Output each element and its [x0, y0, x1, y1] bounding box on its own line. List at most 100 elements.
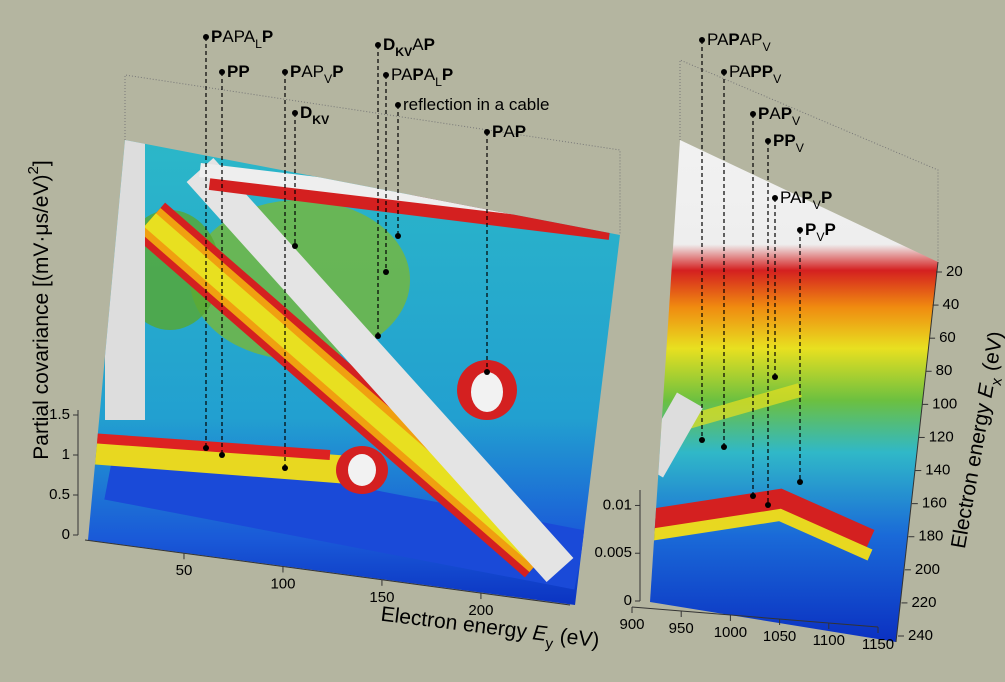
- label-part: A: [424, 65, 436, 84]
- label-part: P: [781, 104, 792, 123]
- leader-dot: [772, 374, 778, 380]
- annotation: PAP: [492, 122, 526, 141]
- leader-dot: [383, 269, 389, 275]
- label-part: Electron energy: [380, 602, 535, 643]
- tick-label: 200: [468, 602, 493, 619]
- label-part: P: [332, 62, 343, 81]
- label-part: PA: [729, 62, 751, 81]
- label-part: A: [412, 35, 424, 54]
- leader-dot: [282, 465, 288, 471]
- label-part: y: [544, 634, 554, 652]
- tick-label: 1.5: [49, 406, 70, 423]
- leader-dot: [772, 195, 778, 201]
- label-part: L: [435, 75, 442, 89]
- label-part: AP: [301, 62, 324, 81]
- label-part: P: [211, 27, 222, 46]
- label-part: P: [424, 35, 435, 54]
- leader-dot: [292, 243, 298, 249]
- tick-label: 900: [619, 616, 644, 633]
- tick-label: 140: [925, 462, 950, 479]
- y-axis-label: Electron energy Ex (eV): [947, 330, 1005, 552]
- tick-label: 0.5: [49, 486, 70, 503]
- tick-label: 1150: [862, 636, 894, 653]
- leader-dot: [797, 227, 803, 233]
- label-part: V: [773, 72, 782, 86]
- leader-dot: [395, 233, 401, 239]
- label-part: E: [973, 381, 998, 400]
- tick-label: 220: [911, 594, 936, 611]
- tick-label: 150: [369, 589, 394, 606]
- tick-label: 240: [908, 627, 933, 644]
- label-part: P: [825, 220, 836, 239]
- label-part: D: [383, 35, 395, 54]
- leader-dot: [750, 493, 756, 499]
- label-part: P: [801, 188, 812, 207]
- tick-label: 80: [936, 362, 953, 379]
- label-part: PP: [750, 62, 773, 81]
- label-part: P: [728, 30, 739, 49]
- annotation: reflection in a cable: [403, 95, 549, 114]
- tick-label: 1: [62, 446, 70, 463]
- label-part: V: [762, 40, 771, 54]
- leader-dot: [203, 445, 209, 451]
- tick-label: 1000: [714, 624, 747, 641]
- annotation: PAPALP: [391, 65, 453, 89]
- label-part: A: [503, 122, 515, 141]
- label-part: E: [531, 621, 549, 646]
- label-part: P: [412, 65, 423, 84]
- annotation: PAPALP: [211, 27, 273, 51]
- tick-label: 180: [918, 528, 943, 545]
- label-part: V: [813, 198, 822, 212]
- annotation: PAPVP: [290, 62, 344, 86]
- leader-dot: [203, 34, 209, 40]
- label-part: P: [805, 220, 816, 239]
- tick-label: 100: [932, 395, 957, 412]
- tick-label: 950: [669, 620, 694, 637]
- leader-dot: [765, 138, 771, 144]
- annotation: PAPV: [758, 104, 801, 128]
- label-part: P: [442, 65, 453, 84]
- frame: [124, 59, 939, 262]
- label-part: Electron energy: [947, 396, 996, 551]
- label-part: Partial covariance [(mV·μs/eV): [30, 175, 53, 460]
- label-part: PP: [773, 131, 796, 150]
- tick-label: 1050: [763, 628, 796, 645]
- label-part: PA: [780, 188, 802, 207]
- leader-dot: [292, 110, 298, 116]
- label-part: P: [492, 122, 503, 141]
- leader-dot: [484, 129, 490, 135]
- annotation: DKVAP: [383, 35, 435, 59]
- label-part: KV: [395, 45, 413, 59]
- label-part: 2: [25, 166, 42, 174]
- leader-dot: [219, 69, 225, 75]
- leader-dot: [395, 102, 401, 108]
- label-part: D: [300, 103, 312, 122]
- label-part: V: [816, 230, 825, 244]
- left-surface: [88, 140, 620, 605]
- leader-dot: [375, 42, 381, 48]
- label-part: KV: [312, 113, 330, 127]
- tick-label: 1100: [813, 632, 845, 649]
- leader-dot: [699, 37, 705, 43]
- z-axis-label: Partial covariance [(mV·μs/eV)2]: [25, 160, 53, 459]
- leader-dot: [699, 437, 705, 443]
- tick-label: 20: [946, 263, 963, 280]
- leader-dot: [484, 369, 490, 375]
- label-part: P: [758, 104, 769, 123]
- leader-dot: [219, 452, 225, 458]
- label-part: (eV): [553, 623, 601, 651]
- label-part: V: [792, 114, 801, 128]
- label-part: V: [324, 72, 333, 86]
- annotation: PPV: [773, 131, 805, 155]
- label-part: x: [987, 376, 1005, 387]
- tick-label: 0.005: [594, 544, 632, 561]
- label-part: ]: [30, 160, 53, 166]
- leader-dot: [721, 444, 727, 450]
- tick-label: 0.01: [603, 496, 632, 513]
- label-part: A: [769, 104, 781, 123]
- tick-label: 40: [943, 296, 960, 313]
- label-part: V: [796, 141, 805, 155]
- label-part: AP: [740, 30, 763, 49]
- label-part: (eV): [977, 330, 1005, 379]
